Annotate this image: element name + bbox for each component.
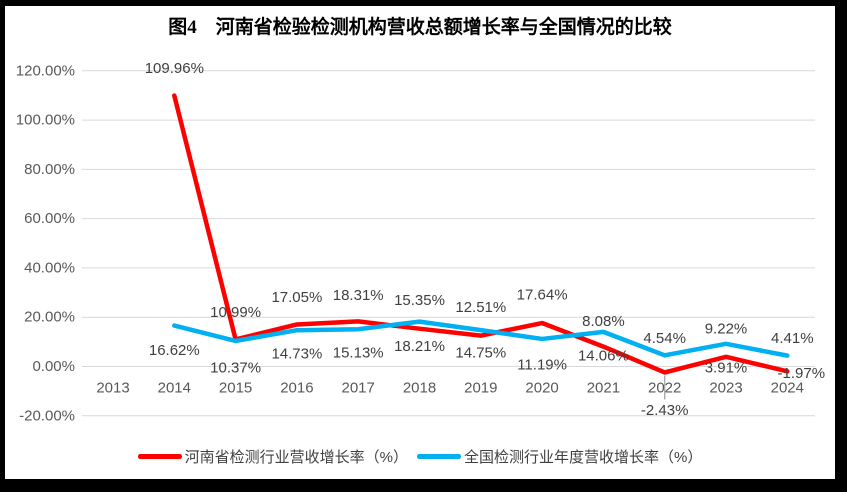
x-axis-labels-group: 2013 2014 2015 2016 2017 2018 2019 2020 2021 2022… [96, 380, 804, 397]
chart-legend: 河南省检测行业营收增长率（%） 全国检测行业年度营收增长率（%） [5, 446, 835, 467]
national-data-label: 9.22% [705, 320, 748, 337]
x-axis-tick-label: 2017 [342, 380, 375, 397]
national-data-label: 18.21% [394, 338, 445, 355]
x-axis-tick-label: 2020 [525, 380, 558, 397]
national-data-label: 4.54% [643, 330, 686, 347]
henan-data-label: 109.96% [145, 60, 204, 77]
y-axis-tick-label: 0.00% [32, 358, 75, 375]
henan-series-swatch [137, 454, 182, 459]
henan-series-label: 河南省检测行业营收增长率（%） [184, 449, 408, 466]
x-axis-tick-label: 2018 [403, 380, 436, 397]
y-axis-tick-label: 100.00% [16, 112, 75, 129]
chart-title: 图4 河南省检验检测机构营收总额增长率与全国情况的比较 [168, 17, 672, 38]
henan-data-label: 15.35% [394, 292, 445, 309]
henan-data-label: -1.97% [778, 365, 826, 382]
x-axis-tick-label: 2023 [709, 380, 742, 397]
henan-data-label: 10.99% [210, 304, 261, 321]
x-axis-tick-label: 2013 [96, 380, 129, 397]
henan-data-label: 18.31% [333, 287, 384, 304]
henan-data-label: 3.91% [705, 359, 748, 376]
national-data-label: 16.62% [149, 342, 200, 359]
x-axis-tick-label: 2016 [280, 380, 313, 397]
x-axis-tick-label: 2024 [771, 380, 804, 397]
national-data-label: 4.41% [771, 330, 814, 347]
series-lines-group [172, 93, 790, 375]
henan-data-label: 8.08% [582, 313, 625, 330]
x-axis-tick-label: 2019 [464, 380, 497, 397]
national-data-label: 14.73% [271, 346, 322, 363]
y-axis-tick-label: 60.00% [24, 210, 75, 227]
national-series-label: 全国检测行业年度营收增长率（%） [464, 449, 703, 466]
national-data-label: 10.37% [210, 359, 261, 376]
y-axis-tick-label: 120.00% [16, 62, 75, 79]
national-data-label: 15.13% [333, 345, 384, 362]
y-axis-labels-group: -20.00% 0.00% 20.00% 40.00% 60.00% 80.00% 100.… [16, 62, 75, 424]
legend-item-henan: 河南省检测行业营收增长率（%） [137, 446, 408, 467]
x-axis-tick-label: 2015 [219, 380, 252, 397]
henan-data-label: 17.05% [271, 289, 322, 306]
henan-data-label: 12.51% [455, 299, 506, 316]
henan-data-label: 17.64% [517, 287, 568, 304]
chart-canvas [5, 6, 835, 479]
y-axis-tick-label: 80.00% [24, 161, 75, 178]
national-data-label: 11.19% [517, 356, 567, 373]
data-labels-group: 109.96% 10.99% 17.05% 18.31% 15.35% 12.51% 17.… [145, 60, 825, 419]
legend-item-national: 全国检测行业年度营收增长率（%） [417, 446, 702, 467]
x-axis-tick-label: 2021 [587, 380, 620, 397]
national-data-label: 14.06% [578, 347, 629, 364]
national-series-swatch [417, 454, 461, 459]
henan-data-label: -2.43% [641, 402, 689, 419]
y-axis-tick-label: -20.00% [19, 407, 75, 424]
x-axis-tick-label: 2014 [158, 380, 191, 397]
y-axis-tick-label: 40.00% [24, 259, 75, 276]
henan-series-line [172, 93, 790, 375]
y-axis-tick-label: 20.00% [24, 309, 75, 326]
national-series-line [172, 319, 790, 358]
national-data-label: 14.75% [455, 345, 506, 362]
